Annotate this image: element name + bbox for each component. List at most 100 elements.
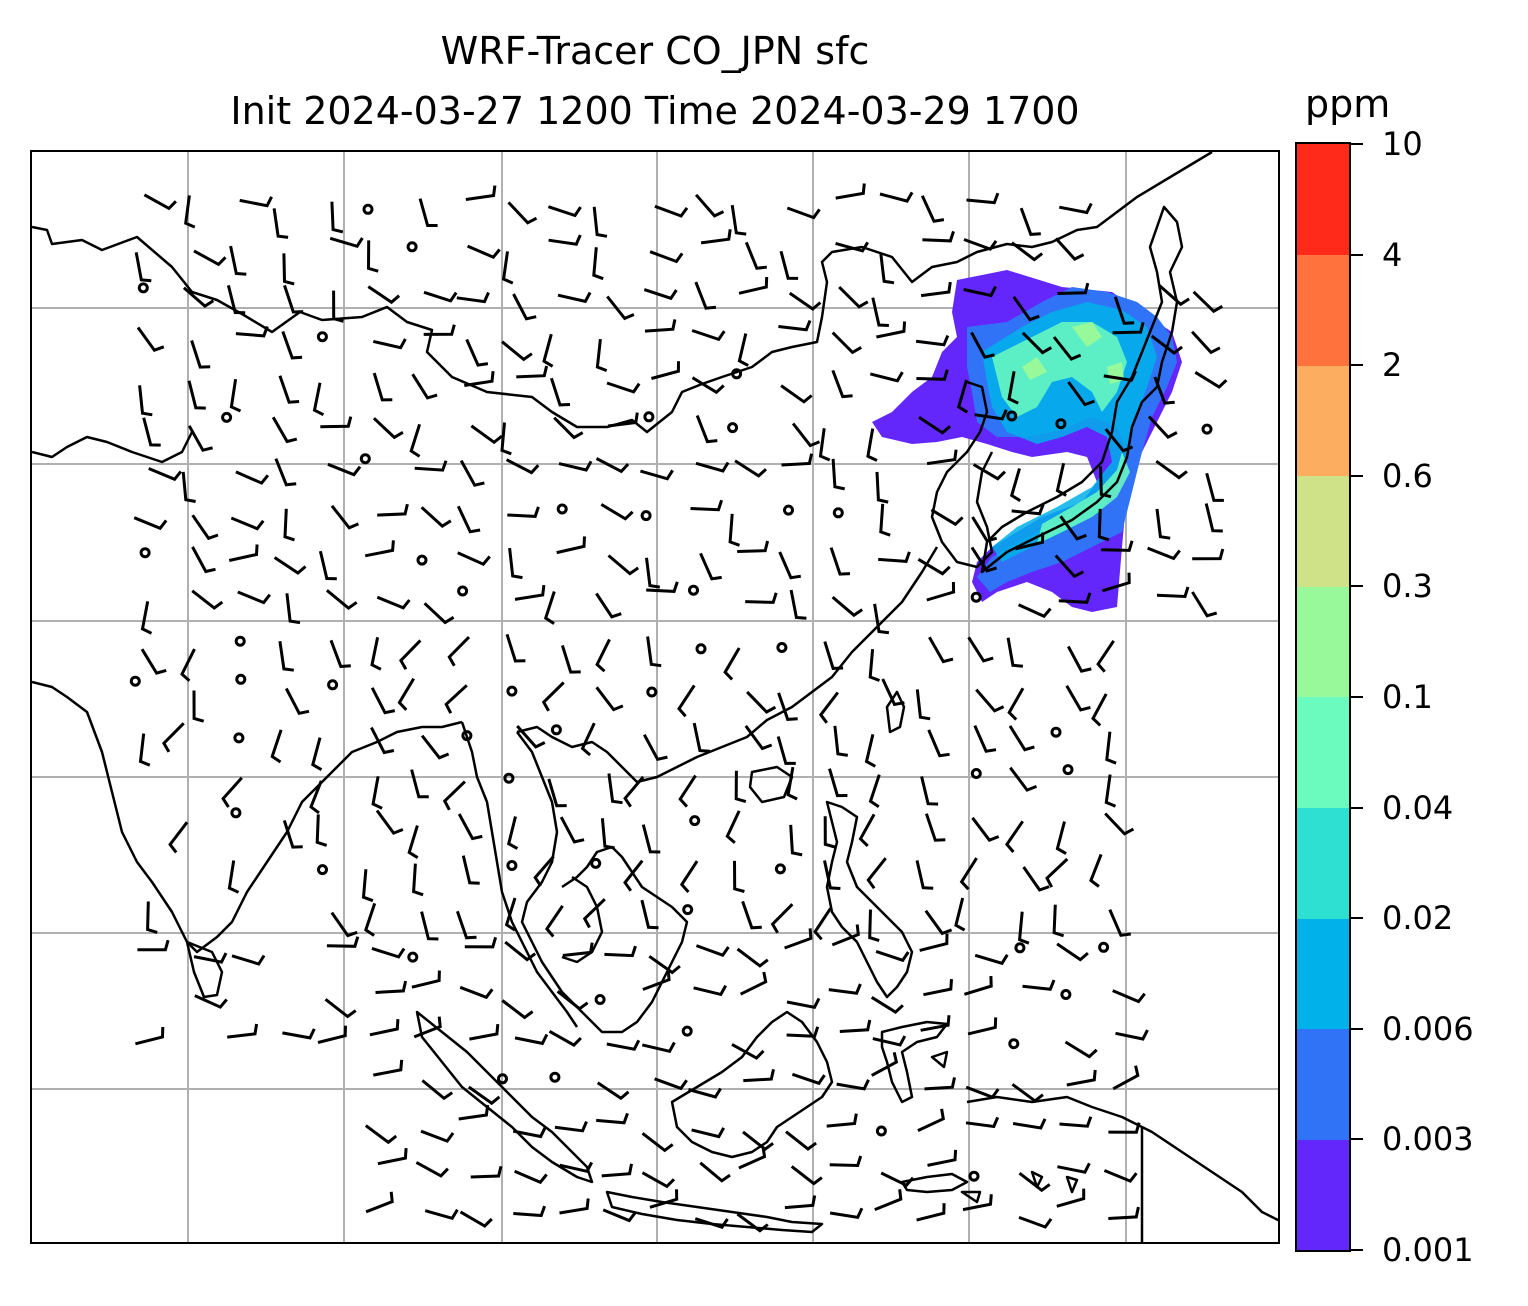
wind-barb: [924, 1077, 956, 1091]
wind-barb: [736, 1212, 769, 1233]
wind-barb: [1112, 322, 1145, 335]
wind-barb: [920, 281, 952, 298]
wind-barb: [736, 947, 769, 968]
wind-barb: [691, 329, 726, 342]
calm-marker: [695, 643, 707, 655]
wind-barb: [959, 857, 978, 891]
wind-barb: [366, 240, 379, 273]
coast-sumatra: [415, 1010, 594, 1184]
wind-barb: [548, 234, 582, 246]
wind-barb: [506, 816, 519, 850]
wind-barb: [928, 636, 954, 664]
wind-barb: [833, 725, 849, 757]
calm-marker: [590, 857, 602, 869]
wind-barb: [465, 338, 489, 367]
wind-barb: [693, 984, 728, 997]
wind-barb: [414, 460, 448, 472]
wind-barb: [644, 319, 677, 333]
wind-barb: [553, 416, 584, 440]
calm-marker: [1008, 1038, 1020, 1050]
wind-barb: [926, 449, 958, 466]
wind-barb: [641, 1132, 674, 1153]
coast-india: [32, 680, 463, 954]
wind-barb: [557, 291, 592, 304]
wind-barb: [858, 813, 876, 847]
wind-barb: [372, 417, 404, 440]
colorbar-tick: [1351, 364, 1363, 367]
calm-marker: [359, 453, 371, 465]
wind-barb: [420, 1129, 455, 1143]
wind-barb: [875, 471, 889, 504]
wind-barb: [592, 206, 608, 238]
wind-barb: [838, 286, 869, 309]
wind-barb: [813, 907, 832, 941]
wind-barb: [733, 860, 745, 893]
wind-barb: [1054, 237, 1085, 261]
wind-barb: [1011, 503, 1045, 516]
calm-marker: [681, 1025, 693, 1037]
wind-barb: [623, 775, 645, 808]
colorbar-segment: [1297, 254, 1349, 366]
wind-barb: [364, 540, 395, 558]
wind-barb: [595, 338, 608, 372]
wind-barb: [699, 1161, 731, 1183]
wind-barb: [648, 955, 681, 975]
calm-marker: [832, 507, 844, 519]
wind-barb: [780, 384, 813, 404]
wind-barb: [193, 952, 228, 964]
wind-barb: [1204, 503, 1223, 533]
wind-barb: [192, 690, 205, 723]
wind-barb: [138, 733, 151, 767]
wind-barb: [168, 821, 189, 854]
wind-barb: [864, 733, 877, 768]
colorbar-segment: [1297, 807, 1349, 919]
wind-barb: [1010, 241, 1044, 262]
wind-barb: [229, 245, 247, 276]
wind-barb: [369, 1019, 400, 1037]
calm-marker: [497, 1073, 508, 1085]
wind-barb: [823, 816, 836, 849]
wind-barb: [500, 422, 512, 456]
wind-barb: [1101, 572, 1131, 593]
wind-barb: [239, 196, 273, 208]
wind-barb: [1018, 1172, 1051, 1193]
wind-barb: [235, 470, 270, 485]
wind-barb: [836, 1079, 870, 1091]
colorbar: [1295, 142, 1351, 1252]
wind-barb: [447, 636, 471, 667]
wind-barb: [327, 462, 362, 477]
colorbar-tick: [1351, 253, 1363, 256]
wind-barb: [442, 780, 466, 811]
wind-barb: [607, 554, 640, 576]
wind-barb: [791, 422, 821, 448]
wind-barb: [146, 901, 158, 934]
wind-barb: [278, 640, 294, 672]
coast-borneo: [670, 1010, 834, 1159]
wind-barb: [786, 1026, 820, 1038]
wind-barb: [730, 204, 747, 236]
wind-barb: [1155, 459, 1188, 480]
colorbar-tick-label: 0.04: [1382, 788, 1454, 827]
wind-barb: [839, 1019, 872, 1033]
calm-marker: [503, 772, 515, 784]
wind-barb: [745, 592, 778, 604]
map-title-line1: WRF-Tracer CO_JPN sfc: [440, 29, 870, 73]
wind-barb: [559, 1198, 590, 1215]
wind-barb: [918, 416, 951, 435]
wind-barb: [190, 340, 211, 369]
wind-barb: [1059, 202, 1093, 215]
wind-barb: [922, 230, 955, 243]
wind-barb: [875, 949, 910, 963]
wind-barb: [601, 1163, 633, 1178]
wind-barb: [324, 998, 357, 1019]
wind-barb: [162, 722, 185, 753]
wind-barb: [831, 595, 864, 618]
wind-barb: [1104, 812, 1135, 836]
wind-barb: [734, 459, 768, 478]
wind-barb: [413, 1016, 442, 1039]
wind-barb: [312, 382, 325, 417]
wind-barb: [470, 424, 503, 445]
calm-marker: [506, 860, 518, 871]
wind-barb: [142, 417, 161, 447]
calm-marker: [1098, 941, 1110, 953]
